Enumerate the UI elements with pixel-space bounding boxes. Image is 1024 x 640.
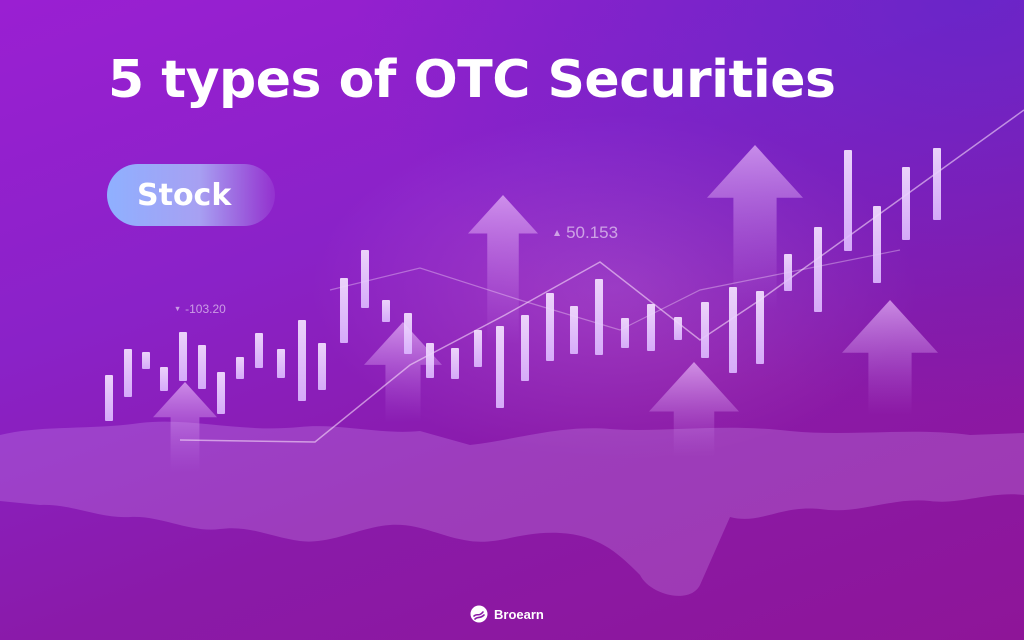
candlestick — [521, 315, 529, 381]
candlestick — [814, 227, 822, 312]
candlestick — [298, 320, 306, 401]
trend-line — [179, 109, 1024, 443]
candlestick — [217, 372, 225, 414]
candlestick — [674, 317, 682, 340]
triangle-up-icon: ▲ — [552, 228, 563, 239]
candlestick — [784, 254, 792, 291]
candlestick — [179, 332, 187, 381]
category-pill-button[interactable]: Stock — [107, 164, 275, 226]
candlestick — [902, 167, 910, 240]
up-arrow-icon — [649, 362, 739, 457]
candlestick — [124, 349, 132, 397]
rising-arrows-group — [153, 145, 938, 472]
candlestick — [277, 349, 285, 378]
up-arrow-icon — [707, 145, 803, 310]
candlestick — [496, 326, 504, 408]
up-arrow-icon — [468, 195, 538, 345]
candlestick — [701, 302, 709, 358]
candlestick — [426, 343, 434, 378]
candlestick — [160, 367, 168, 391]
page-title: 5 types of OTC Securities — [108, 50, 836, 110]
brand-name: Broearn — [494, 606, 544, 622]
ticker-up-value: 50.153 — [566, 223, 619, 242]
candlestick — [474, 330, 482, 367]
ticker-down-label: ▼ -103.20 — [174, 302, 226, 316]
trend-line — [329, 249, 901, 331]
up-arrow-icon — [842, 300, 938, 415]
candlestick — [404, 313, 412, 354]
world-map-silhouette — [0, 421, 1024, 596]
ticker-down-value: -103.20 — [185, 302, 226, 316]
candlestick — [756, 291, 764, 364]
candlestick — [595, 279, 603, 355]
candlestick — [873, 206, 881, 283]
candlestick — [340, 278, 348, 343]
candlestick — [318, 343, 326, 390]
candlestick — [621, 318, 629, 348]
up-arrow-icon — [364, 322, 442, 422]
candlestick — [570, 306, 578, 354]
triangle-down-icon: ▼ — [174, 304, 182, 313]
up-arrow-icon — [153, 382, 217, 472]
candlestick — [844, 150, 852, 251]
candlestick — [729, 287, 737, 373]
broearn-logo-icon — [470, 605, 488, 623]
candlestick — [451, 348, 459, 379]
candlesticks-group — [105, 148, 941, 421]
candlestick — [933, 148, 941, 220]
candlestick — [382, 300, 390, 322]
candlestick — [236, 357, 244, 379]
candlestick — [546, 293, 554, 361]
brand-footer: Broearn — [470, 605, 544, 623]
candlestick — [361, 250, 369, 308]
candlestick — [255, 333, 263, 368]
candlestick — [105, 375, 113, 421]
candlestick — [647, 304, 655, 351]
trend-lines-group — [179, 109, 1024, 443]
candlestick — [142, 352, 150, 369]
candlestick — [198, 345, 206, 389]
ticker-up-label: ▲ 50.153 — [552, 223, 618, 243]
